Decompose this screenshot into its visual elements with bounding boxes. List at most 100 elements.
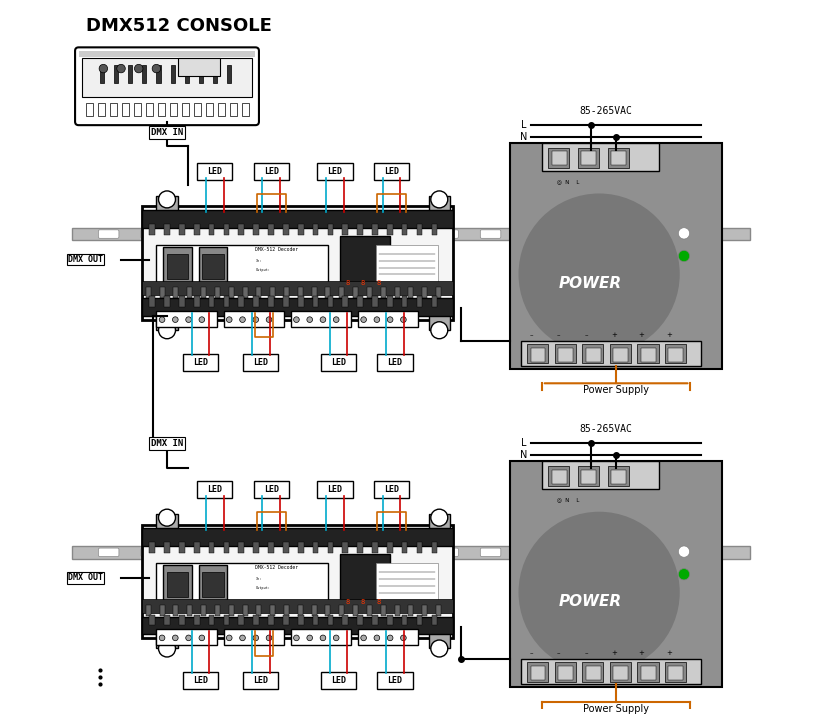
Bar [164, 225, 170, 235]
Bar [358, 543, 363, 553]
Bar [520, 659, 701, 684]
Bar [542, 461, 658, 489]
Circle shape [320, 635, 326, 641]
FancyBboxPatch shape [226, 230, 247, 238]
Text: +: + [639, 332, 644, 338]
Text: Output:: Output: [256, 268, 270, 272]
Bar [164, 565, 192, 604]
Bar [194, 615, 200, 625]
Bar [156, 563, 327, 606]
Bar [326, 605, 330, 616]
Bar [372, 296, 378, 307]
Text: In:: In: [256, 259, 261, 263]
Text: LED: LED [331, 676, 346, 685]
Bar [432, 296, 437, 307]
Circle shape [199, 635, 205, 641]
Bar [510, 461, 723, 687]
Bar [417, 225, 423, 235]
Bar [298, 287, 302, 297]
Bar [298, 225, 303, 235]
Bar [402, 615, 408, 625]
Bar [343, 615, 348, 625]
Text: N: N [520, 450, 527, 460]
Circle shape [361, 635, 367, 641]
Circle shape [349, 601, 360, 612]
Bar [114, 65, 118, 83]
Bar [586, 666, 601, 680]
Bar [555, 662, 575, 681]
Bar [312, 605, 316, 616]
FancyBboxPatch shape [523, 548, 543, 556]
Circle shape [431, 191, 448, 208]
FancyBboxPatch shape [566, 548, 586, 556]
Bar [586, 348, 601, 362]
Bar [145, 605, 150, 616]
Text: +: + [611, 332, 616, 338]
Bar [607, 148, 629, 167]
Bar [312, 615, 318, 625]
Bar [128, 65, 132, 83]
Bar [377, 672, 413, 689]
Bar [150, 543, 155, 553]
Bar [376, 563, 438, 606]
Bar [187, 605, 192, 616]
Circle shape [431, 322, 448, 339]
Bar [429, 631, 450, 649]
Bar [254, 481, 289, 498]
Bar [358, 225, 363, 235]
Bar [159, 605, 164, 616]
Text: 8: 8 [376, 280, 381, 287]
Bar [145, 103, 153, 116]
Circle shape [678, 546, 690, 557]
Circle shape [152, 64, 160, 73]
Text: LED: LED [253, 676, 268, 685]
Bar [607, 466, 629, 485]
Bar [284, 605, 289, 616]
Bar [194, 296, 200, 307]
Bar [256, 605, 261, 616]
FancyBboxPatch shape [438, 548, 459, 556]
FancyBboxPatch shape [438, 230, 459, 238]
Bar [150, 615, 155, 625]
Bar [298, 605, 302, 616]
Bar [641, 348, 656, 362]
Bar [291, 311, 351, 327]
Circle shape [307, 635, 312, 641]
Bar [224, 615, 229, 625]
Bar [402, 296, 408, 307]
Bar [224, 296, 229, 307]
Bar [552, 152, 566, 165]
Bar [436, 287, 441, 297]
Circle shape [117, 64, 125, 73]
Circle shape [349, 282, 360, 294]
Bar [327, 543, 333, 553]
Bar [150, 225, 155, 235]
Text: 8: 8 [361, 280, 365, 287]
Text: LED: LED [327, 167, 343, 176]
Bar [558, 348, 573, 362]
Bar [122, 103, 129, 116]
Circle shape [374, 635, 380, 641]
Bar [270, 287, 275, 297]
FancyBboxPatch shape [226, 548, 247, 556]
Bar [201, 287, 206, 297]
Bar [238, 225, 244, 235]
Bar [253, 296, 259, 307]
Text: +: + [639, 651, 644, 656]
Bar [134, 103, 141, 116]
Bar [178, 58, 220, 76]
Circle shape [678, 568, 690, 580]
Bar [215, 605, 219, 616]
Bar [194, 103, 201, 116]
Bar [298, 615, 303, 625]
Bar [170, 103, 177, 116]
Bar [343, 225, 348, 235]
Bar [256, 287, 261, 297]
Bar [197, 481, 233, 498]
Text: LED: LED [327, 485, 343, 494]
Text: –: – [529, 332, 533, 338]
Text: –: – [584, 332, 589, 338]
Text: ◎  N    L: ◎ N L [556, 179, 579, 184]
Circle shape [293, 317, 299, 322]
Bar [374, 162, 409, 179]
